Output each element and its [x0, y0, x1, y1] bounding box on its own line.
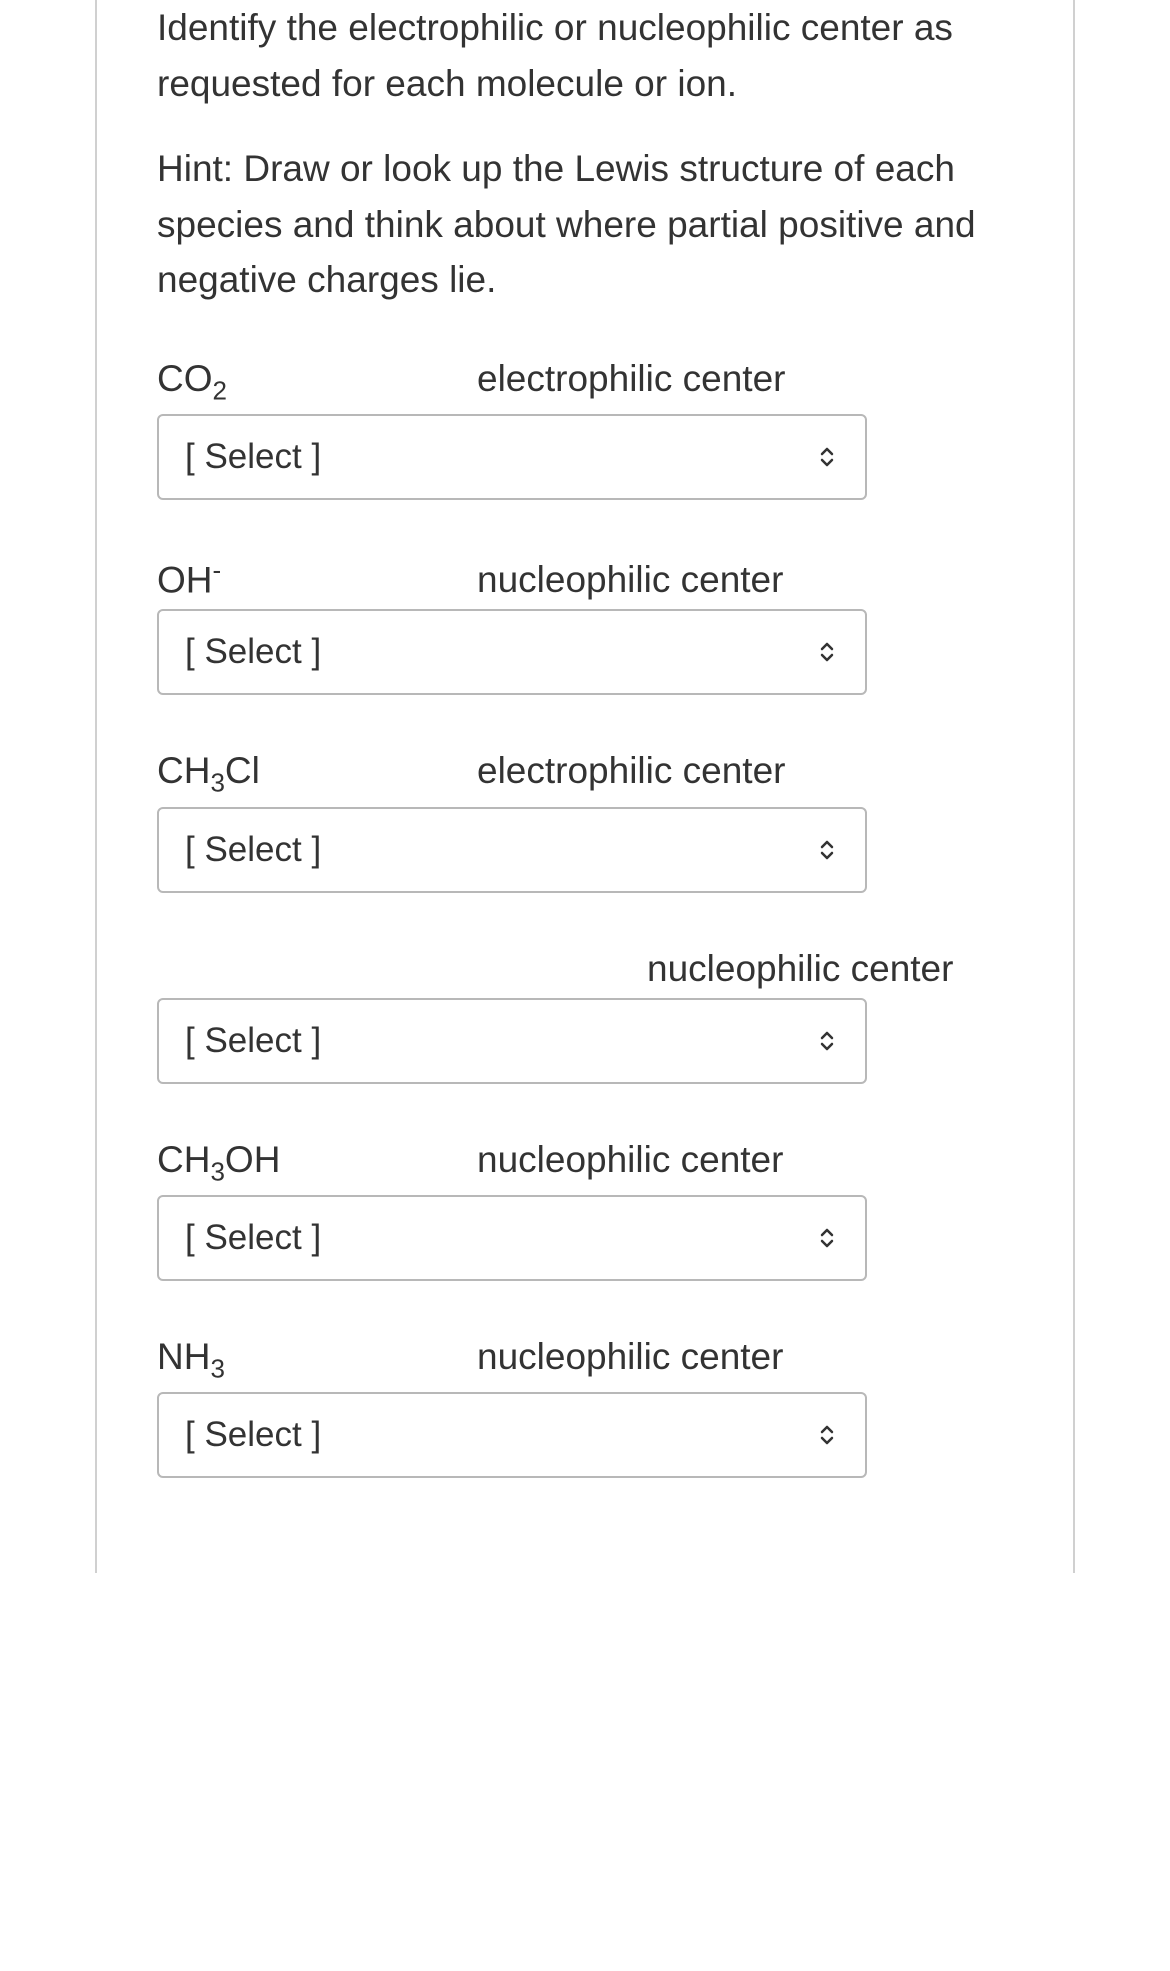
chevron-up-down-icon [815, 1029, 839, 1053]
label-row: CO2 electrophilic center [157, 358, 1013, 406]
question-group-ch3cl-nucleo: nucleophilic center [ Select ] [157, 948, 1013, 1084]
select-dropdown-ch3oh[interactable]: [ Select ] [157, 1195, 867, 1281]
label-row: OH- nucleophilic center [157, 555, 1013, 601]
label-row: CH3Cl electrophilic center [157, 750, 1013, 798]
center-type-label: electrophilic center [477, 750, 785, 792]
select-dropdown-nh3[interactable]: [ Select ] [157, 1392, 867, 1478]
select-dropdown-ch3cl-electro[interactable]: [ Select ] [157, 807, 867, 893]
label-row: NH3 nucleophilic center [157, 1336, 1013, 1384]
question-group-ch3oh: CH3OH nucleophilic center [ Select ] [157, 1139, 1013, 1281]
select-placeholder: [ Select ] [185, 437, 321, 477]
hint-text: Hint: Draw or look up the Lewis structur… [157, 141, 1013, 308]
question-group-co2: CO2 electrophilic center [ Select ] [157, 358, 1013, 500]
label-row: CH3OH nucleophilic center [157, 1139, 1013, 1187]
question-group-ch3cl: CH3Cl electrophilic center [ Select ] [157, 750, 1013, 892]
select-dropdown-ch3cl-nucleo[interactable]: [ Select ] [157, 998, 867, 1084]
molecule-label: CO2 [157, 358, 477, 406]
select-placeholder: [ Select ] [185, 632, 321, 672]
molecule-label: NH3 [157, 1336, 477, 1384]
select-placeholder: [ Select ] [185, 830, 321, 870]
select-dropdown-co2[interactable]: [ Select ] [157, 414, 867, 500]
molecule-label: CH3Cl [157, 750, 477, 798]
question-group-oh: OH- nucleophilic center [ Select ] [157, 555, 1013, 695]
question-group-nh3: NH3 nucleophilic center [ Select ] [157, 1336, 1013, 1478]
center-type-label: nucleophilic center [477, 1336, 783, 1378]
select-dropdown-oh[interactable]: [ Select ] [157, 609, 867, 695]
prompt-text: Identify the electrophilic or nucleophil… [157, 0, 1013, 111]
chevron-up-down-icon [815, 445, 839, 469]
chevron-up-down-icon [815, 1226, 839, 1250]
chevron-up-down-icon [815, 1423, 839, 1447]
center-type-label: electrophilic center [477, 358, 785, 400]
select-placeholder: [ Select ] [185, 1415, 321, 1455]
select-placeholder: [ Select ] [185, 1021, 321, 1061]
chevron-up-down-icon [815, 640, 839, 664]
question-container: Identify the electrophilic or nucleophil… [95, 0, 1075, 1573]
chevron-up-down-icon [815, 838, 839, 862]
center-type-label: nucleophilic center [647, 948, 1013, 990]
select-placeholder: [ Select ] [185, 1218, 321, 1258]
molecule-label: OH- [157, 555, 477, 601]
center-type-label: nucleophilic center [477, 1139, 783, 1181]
molecule-label: CH3OH [157, 1139, 477, 1187]
center-type-label: nucleophilic center [477, 559, 783, 601]
